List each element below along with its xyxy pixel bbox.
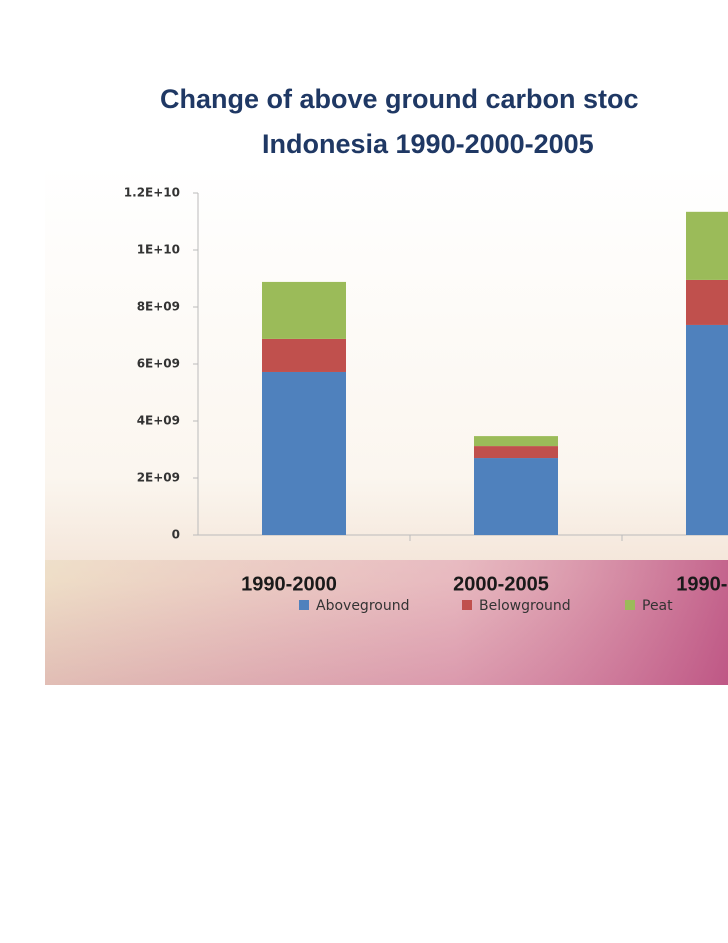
legend-label: Aboveground bbox=[316, 598, 409, 614]
x-tick-label: 1990-20 bbox=[676, 573, 728, 595]
x-tick-label: 1990-2000 bbox=[241, 573, 337, 595]
y-tick-label: 6E+09 bbox=[137, 357, 180, 371]
x-tick-label: 2000-2005 bbox=[453, 573, 549, 595]
legend-swatch bbox=[462, 600, 472, 610]
y-tick-label: 1.2E+10 bbox=[124, 186, 180, 200]
y-tick-label: 2E+09 bbox=[137, 471, 180, 485]
y-tick-label: 0 bbox=[172, 528, 180, 542]
legend-swatch bbox=[625, 600, 635, 610]
chart-title: Change of above ground carbon stoc bbox=[160, 84, 639, 114]
bar-segment bbox=[474, 446, 558, 459]
bar-segment bbox=[262, 371, 346, 535]
bar-segment bbox=[474, 458, 558, 535]
chart-subtitle: Indonesia 1990-2000-2005 bbox=[262, 129, 594, 159]
bar-segment bbox=[262, 338, 346, 372]
bar-segment bbox=[474, 436, 558, 447]
legend-label: Belowground bbox=[479, 598, 571, 614]
slide-band bbox=[45, 560, 728, 685]
legend-swatch bbox=[299, 600, 309, 610]
bar-segment bbox=[686, 324, 728, 535]
bar-segment bbox=[686, 279, 728, 325]
legend-label: Peat bbox=[642, 598, 673, 614]
bar-segment bbox=[262, 281, 346, 339]
bar-segment bbox=[686, 211, 728, 280]
y-tick-label: 4E+09 bbox=[137, 414, 180, 428]
y-tick-label: 1E+10 bbox=[137, 243, 180, 257]
y-tick-label: 8E+09 bbox=[137, 300, 180, 314]
